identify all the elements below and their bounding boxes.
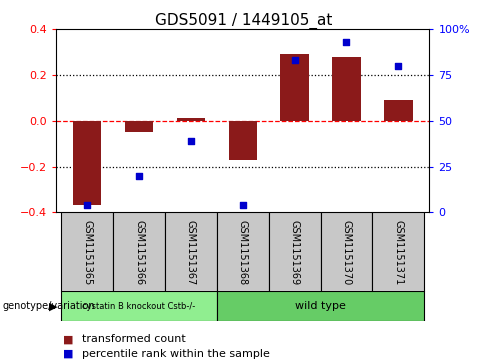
Bar: [217, 291, 424, 321]
Point: [187, 138, 195, 144]
Text: ▶: ▶: [49, 301, 57, 311]
Text: ■: ■: [63, 334, 74, 344]
Bar: [321, 212, 372, 292]
Point: [135, 173, 143, 179]
Bar: [73, 121, 102, 205]
Text: GSM1151365: GSM1151365: [82, 220, 92, 285]
Bar: [384, 100, 412, 121]
Bar: [61, 291, 217, 321]
Bar: [228, 121, 257, 160]
Point: [239, 202, 247, 208]
Text: genotype/variation: genotype/variation: [2, 301, 95, 311]
Bar: [372, 212, 424, 292]
Point: [291, 57, 299, 63]
Bar: [281, 54, 309, 121]
Text: GSM1151370: GSM1151370: [342, 220, 351, 285]
Text: percentile rank within the sample: percentile rank within the sample: [82, 349, 270, 359]
Text: cystatin B knockout Cstb-/-: cystatin B knockout Cstb-/-: [82, 302, 196, 311]
Bar: [113, 212, 165, 292]
Bar: [125, 121, 153, 132]
Bar: [165, 212, 217, 292]
Point: [343, 39, 350, 45]
Bar: [217, 212, 269, 292]
Text: wild type: wild type: [295, 301, 346, 311]
Text: GDS5091 / 1449105_at: GDS5091 / 1449105_at: [155, 13, 333, 29]
Text: GSM1151368: GSM1151368: [238, 220, 248, 285]
Text: transformed count: transformed count: [82, 334, 186, 344]
Bar: [332, 57, 361, 121]
Point: [394, 63, 402, 69]
Text: ■: ■: [63, 349, 74, 359]
Bar: [61, 212, 113, 292]
Text: GSM1151371: GSM1151371: [393, 220, 403, 285]
Text: GSM1151366: GSM1151366: [134, 220, 144, 285]
Point: [83, 202, 91, 208]
Bar: [269, 212, 321, 292]
Text: GSM1151367: GSM1151367: [186, 220, 196, 285]
Text: GSM1151369: GSM1151369: [290, 220, 300, 285]
Bar: [177, 118, 205, 121]
